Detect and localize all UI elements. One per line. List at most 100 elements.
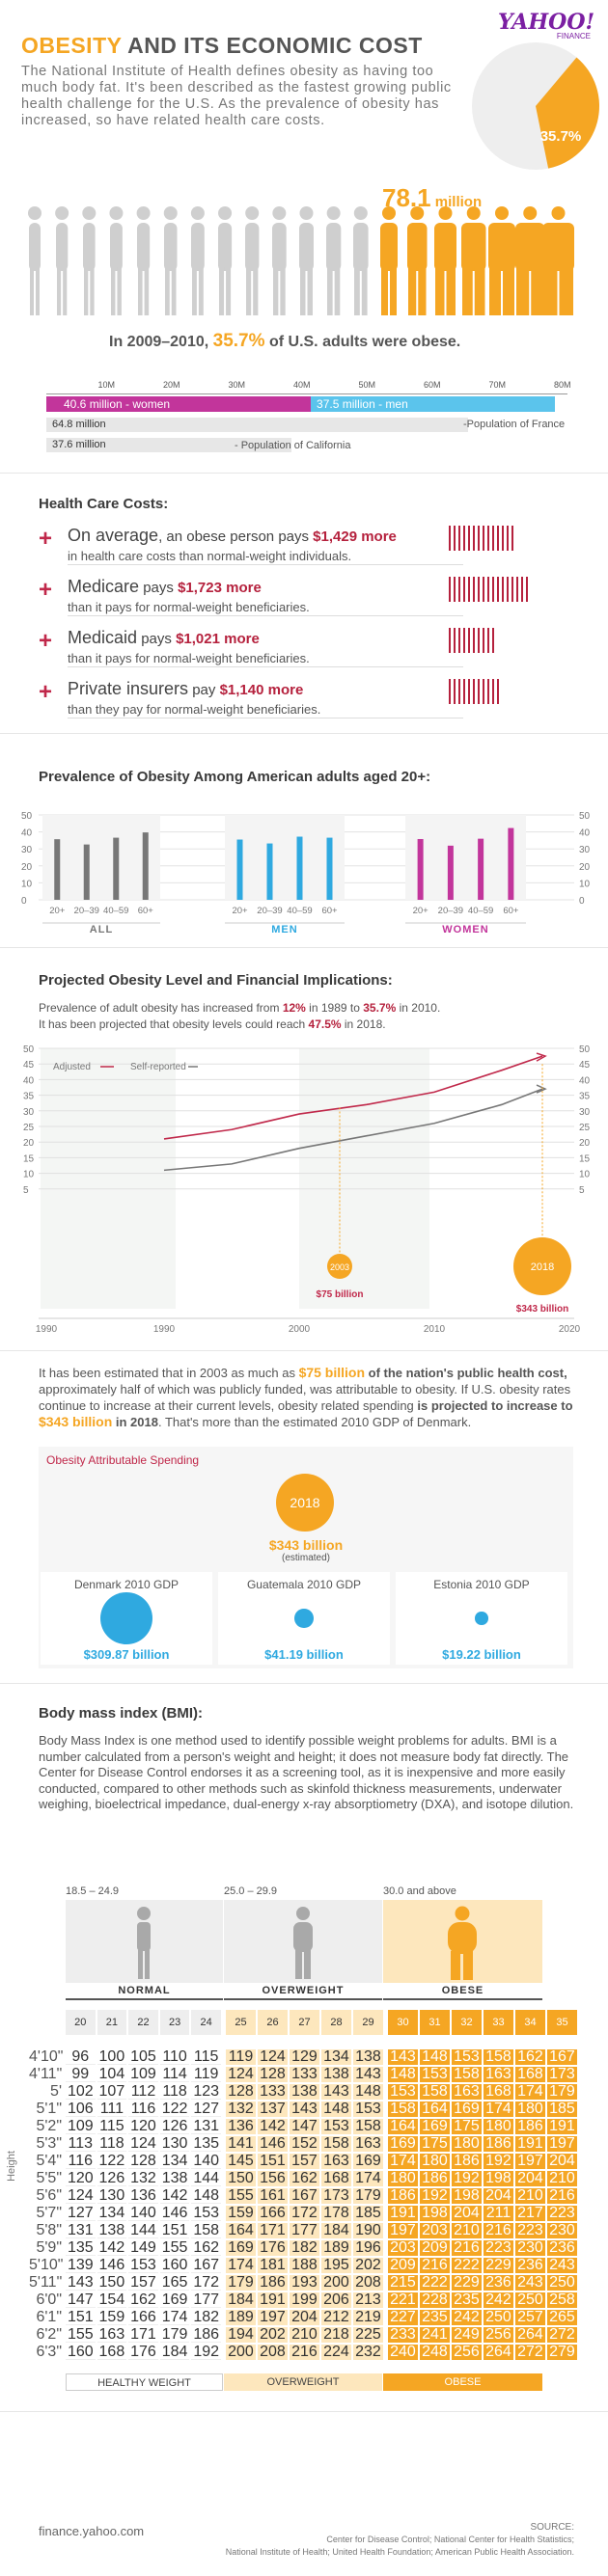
plus-icon: + xyxy=(39,679,53,705)
weight-cell: 109 xyxy=(128,2066,158,2082)
weight-cell: 166 xyxy=(128,2309,158,2325)
cost-tick xyxy=(487,679,489,704)
spending-box-label: Obesity Attributable Spending xyxy=(46,1453,200,1467)
weight-cell: 171 xyxy=(128,2326,158,2343)
spending-paragraph: It has been estimated that in 2003 as mu… xyxy=(39,1365,574,1430)
cost-tick xyxy=(473,679,475,704)
cost-line2: than it pays for normal-weight beneficia… xyxy=(68,651,310,665)
bmi-value-cell: 25 xyxy=(225,2010,256,2035)
normal-figure-icon xyxy=(137,1907,151,1979)
weight-cell: 200 xyxy=(225,2345,256,2360)
bmi-cat-normal: NORMAL xyxy=(66,1985,223,2000)
bmi-range-overweight: 25.0 – 29.9 xyxy=(224,1885,278,1897)
weight-cell: 163 xyxy=(97,2326,127,2343)
weight-cell: 180 xyxy=(387,2171,418,2186)
prevalence-bar xyxy=(417,838,424,900)
weight-cell: 169 xyxy=(225,2240,256,2256)
y-tick-right: 45 xyxy=(579,1060,591,1071)
weight-cell: 217 xyxy=(514,2206,545,2221)
spend-p1-end: . That's more than the estimated 2010 GD… xyxy=(157,1415,472,1429)
weight-cell: 159 xyxy=(225,2206,256,2221)
divider xyxy=(0,1350,608,1351)
proj-l1-post: in 2010. xyxy=(396,1001,441,1015)
person-icon xyxy=(434,206,456,315)
weight-cell: 198 xyxy=(451,2188,482,2204)
california-bar-value: 37.6 million xyxy=(52,439,106,450)
weight-cell: 140 xyxy=(191,2153,221,2169)
weight-cell: 158 xyxy=(352,2119,383,2134)
height-label: 4'11" xyxy=(29,2066,63,2082)
y-tick-left: 20 xyxy=(21,862,33,873)
y-tick-left: 0 xyxy=(21,896,27,907)
spend-p1-post: approximately half of which was publicly… xyxy=(39,1382,571,1413)
weight-cell: 211 xyxy=(483,2206,513,2221)
weight-cell: 235 xyxy=(451,2292,482,2308)
weight-cell: 165 xyxy=(159,2274,190,2291)
y-tick-right: 30 xyxy=(579,845,591,855)
gdp-value: $19.22 billion xyxy=(442,1647,521,1662)
height-label: 5'3" xyxy=(36,2135,62,2152)
weight-cell: 135 xyxy=(191,2135,221,2152)
weight-cell: 177 xyxy=(289,2223,319,2238)
gdp-name: Denmark 2010 GDP xyxy=(73,1578,180,1591)
era-band xyxy=(41,1048,176,1309)
arrow-icon xyxy=(536,1052,547,1062)
weight-cell: 182 xyxy=(191,2309,221,2325)
bmi-value-cell: 24 xyxy=(191,2010,221,2035)
weight-cell: 225 xyxy=(352,2327,383,2343)
proj-l1-pre: Prevalence of adult obesity has increase… xyxy=(39,1001,283,1015)
weight-cell: 240 xyxy=(387,2345,418,2360)
weight-cell: 193 xyxy=(289,2275,319,2291)
cost-tick xyxy=(497,679,499,704)
bmi-table-row: 5' 102 107 112 118 123 128 133 138 143 148 153 158 16… xyxy=(50,2083,579,2101)
y-tick-left: 30 xyxy=(23,1107,35,1118)
weight-cell: 197 xyxy=(514,2154,545,2169)
weight-cell: 184 xyxy=(225,2292,256,2308)
weight-cell: 162 xyxy=(191,2239,221,2256)
weight-cell: 116 xyxy=(66,2154,96,2169)
cost-tick xyxy=(468,577,470,602)
weight-cell: 164 xyxy=(225,2223,256,2238)
weight-cell: 120 xyxy=(128,2118,158,2134)
weight-cell: 196 xyxy=(352,2240,383,2256)
height-label: 6'3" xyxy=(36,2344,62,2360)
weight-cell: 248 xyxy=(419,2345,450,2360)
person-icon xyxy=(190,206,205,315)
cost-tick xyxy=(492,526,494,551)
group-label: MEN xyxy=(271,924,297,935)
weight-cell: 143 xyxy=(352,2067,383,2082)
weight-cell: 138 xyxy=(159,2170,190,2186)
weight-cell: 144 xyxy=(191,2170,221,2186)
weight-cell: 128 xyxy=(225,2084,256,2100)
group-label: ALL xyxy=(90,924,113,935)
weight-cell: 242 xyxy=(451,2310,482,2325)
weight-cell: 243 xyxy=(546,2258,577,2273)
weight-cell: 109 xyxy=(66,2118,96,2134)
projection-line2: It has been projected that obesity level… xyxy=(39,1017,386,1031)
weight-cell: 163 xyxy=(320,2154,351,2169)
weight-cell: 162 xyxy=(289,2171,319,2186)
caption-pct: 35.7% xyxy=(212,331,265,351)
bubble-2018 xyxy=(513,1237,571,1295)
footer-site-link[interactable]: finance.yahoo.com xyxy=(39,2524,145,2538)
france-label: -Population of France xyxy=(463,419,566,430)
weight-cell: 129 xyxy=(289,2049,319,2065)
cost-amount: $1,140 more xyxy=(219,682,304,698)
cost-payer: Private insurers xyxy=(68,679,189,698)
weight-cell: 102 xyxy=(66,2083,96,2100)
weight-cell: 208 xyxy=(352,2275,383,2291)
spend-p1-amt: $75 billion xyxy=(298,1365,366,1380)
weight-cell: 126 xyxy=(159,2118,190,2134)
caption-pre: In 2009–2010, xyxy=(109,334,213,350)
weight-cell: 140 xyxy=(128,2205,158,2221)
women-bar-label: 40.6 million - women xyxy=(64,397,171,411)
cost-tick xyxy=(478,628,480,653)
age-label: 40–59 xyxy=(103,906,128,916)
weight-cell: 147 xyxy=(289,2119,319,2134)
weight-cell: 167 xyxy=(191,2257,221,2273)
weight-cell: 99 xyxy=(66,2067,96,2082)
spend-p1-bold3: in 2018 xyxy=(112,1415,158,1429)
yahoo-finance-logo[interactable]: YAHOO! FINANCE xyxy=(498,10,594,41)
weight-cell: 133 xyxy=(257,2084,288,2100)
weight-cell: 230 xyxy=(514,2240,545,2256)
